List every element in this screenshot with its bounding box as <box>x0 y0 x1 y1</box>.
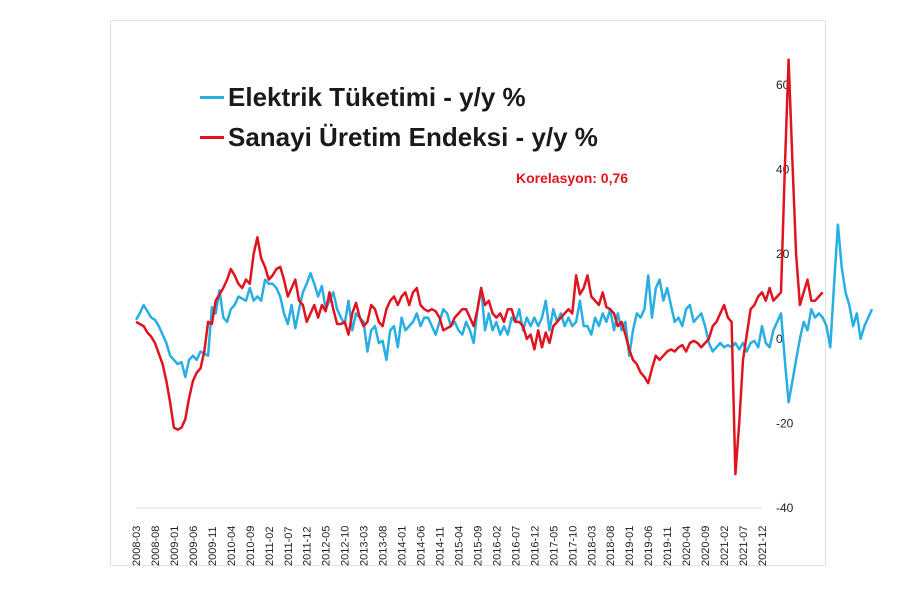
x-tick-label: 2009-11 <box>207 526 219 566</box>
x-tick-label: 2011-07 <box>283 526 295 566</box>
x-tick-label: 2017-10 <box>567 526 579 566</box>
x-tick-label: 2010-04 <box>226 526 238 566</box>
x-tick-label: 2019-06 <box>643 526 655 566</box>
x-tick-label: 2016-02 <box>491 526 503 566</box>
x-tick-label: 2015-04 <box>453 526 465 566</box>
correlation-annotation: Korelasyon: 0,76 <box>516 170 629 186</box>
y-tick-label: -20 <box>776 416 794 430</box>
legend-item-industrial-production: Sanayi Üretim Endeksi - y/y % <box>200 122 598 153</box>
x-tick-label: 2021-12 <box>757 526 769 566</box>
x-tick-label: 2014-11 <box>435 526 447 566</box>
x-tick-label: 2014-06 <box>416 526 428 566</box>
x-tick-label: 2013-03 <box>359 526 371 566</box>
y-tick-label: 60 <box>776 78 790 92</box>
y-tick-label: 0 <box>776 332 783 346</box>
x-tick-label: 2021-02 <box>719 526 731 566</box>
legend-item-electricity: Elektrik Tüketimi - y/y % <box>200 82 526 113</box>
legend-label-electricity: Elektrik Tüketimi - y/y % <box>228 82 526 112</box>
x-tick-label: 2016-07 <box>510 526 522 566</box>
legend-swatch-industrial-production <box>200 136 224 139</box>
x-tick-label: 2015-09 <box>472 526 484 566</box>
x-tick-label: 2020-09 <box>700 526 712 566</box>
electricity-consumption-line <box>134 223 874 404</box>
x-tick-label: 2014-01 <box>397 526 409 566</box>
x-tick-label: 2021-07 <box>738 526 750 566</box>
x-tick-label: 2018-03 <box>586 526 598 566</box>
x-tick-label: 2019-11 <box>662 526 674 566</box>
legend-label-industrial-production: Sanayi Üretim Endeksi - y/y % <box>228 122 598 152</box>
x-tick-label: 2009-06 <box>188 526 200 566</box>
x-tick-label: 2012-10 <box>340 526 352 566</box>
x-tick-label: 2010-09 <box>245 526 257 566</box>
x-tick-label: 2020-04 <box>681 526 693 566</box>
x-tick-label: 2019-01 <box>624 526 636 566</box>
x-tick-label: 2013-08 <box>378 526 390 566</box>
legend-swatch-electricity <box>200 96 224 99</box>
chart-frame <box>110 20 826 566</box>
x-tick-label: 2017-05 <box>548 526 560 566</box>
industrial-production-line <box>135 58 824 476</box>
x-tick-label: 2012-05 <box>321 526 333 566</box>
y-tick-label: 40 <box>776 163 790 177</box>
x-tick-label: 2011-02 <box>264 526 276 566</box>
x-tick-label: 2009-01 <box>169 526 181 566</box>
x-tick-label: 2011-12 <box>302 526 314 566</box>
x-tick-label: 2016-12 <box>529 526 541 566</box>
x-tick-label: 2008-08 <box>150 526 162 566</box>
x-tick-label: 2008-03 <box>131 526 143 566</box>
y-tick-label: -40 <box>776 501 794 515</box>
x-tick-label: 2018-08 <box>605 526 617 566</box>
